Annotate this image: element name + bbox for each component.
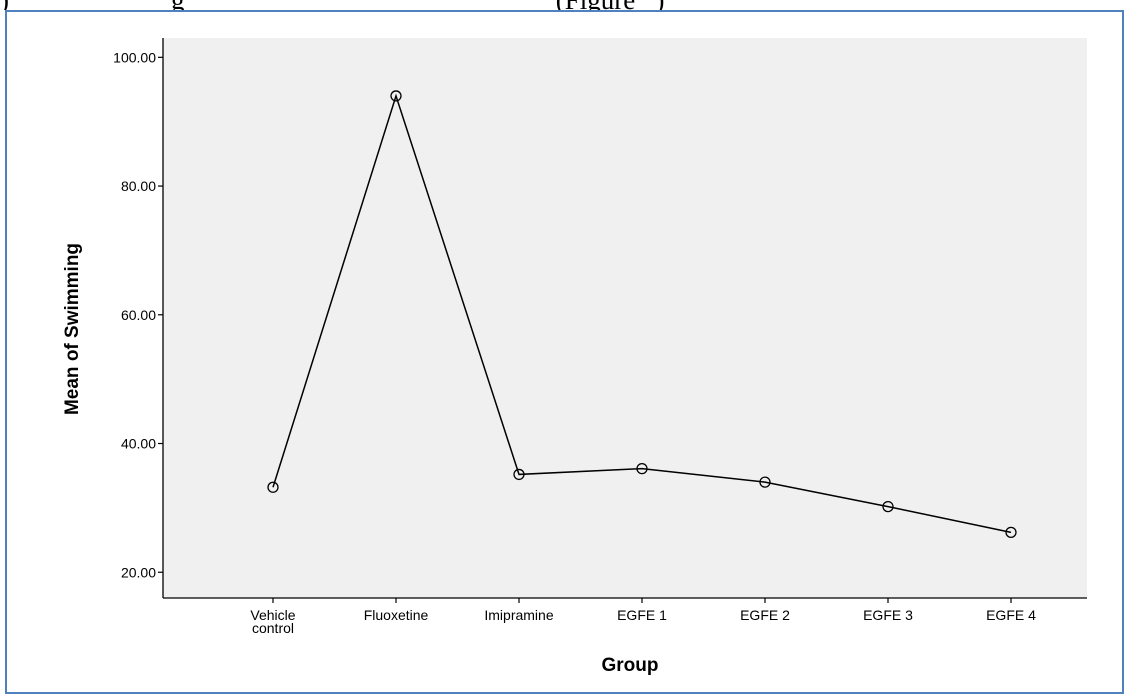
y-tick-label: 60.00 [121, 307, 156, 323]
y-tick-label: 80.00 [121, 178, 156, 194]
data-point-marker [1005, 526, 1017, 538]
x-tick-label: EGFE 3 [863, 607, 913, 623]
series-line [272, 93, 1012, 534]
y-tick-label: 20.00 [121, 564, 156, 580]
data-point-marker [267, 481, 279, 493]
x-axis-title: Group [602, 655, 659, 676]
data-point-marker [882, 500, 894, 513]
data-point-marker [390, 90, 402, 102]
plot-area [163, 38, 1087, 598]
y-tick-label: 40.00 [121, 436, 156, 452]
caption-fragment: ) g (Figure ) [0, 0, 1129, 10]
y-axis-title: Mean of Swimming [62, 243, 83, 415]
y-tick-label: 100.00 [113, 49, 156, 65]
x-tick-label: Vehicle [250, 607, 295, 623]
data-point-marker [759, 476, 771, 488]
x-tick-label: EGFE 2 [740, 607, 790, 623]
x-tick-label: EGFE 4 [986, 607, 1036, 623]
x-tick-label: Imipramine [484, 607, 553, 623]
data-point-marker [636, 462, 648, 475]
x-tick-label: control [252, 620, 294, 636]
data-point-marker [513, 468, 525, 481]
x-tick-label: Fluoxetine [364, 607, 429, 623]
x-tick-label: EGFE 1 [617, 607, 667, 623]
